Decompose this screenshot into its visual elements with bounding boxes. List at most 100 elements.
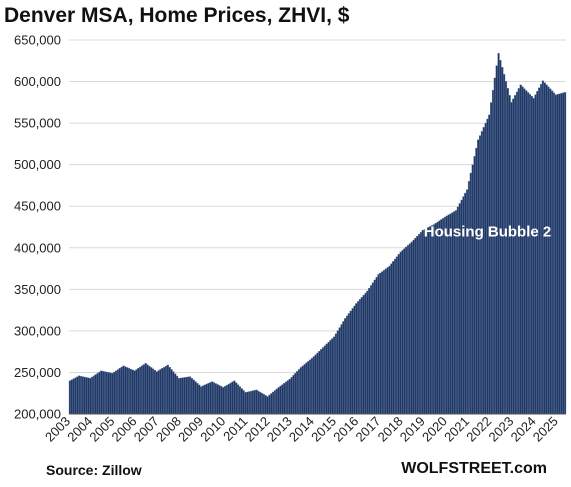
bar: [453, 211, 456, 415]
bar: [307, 361, 310, 415]
bar: [196, 383, 199, 415]
bar: [549, 88, 552, 415]
bar: [185, 376, 188, 415]
y-tick-label: 550,000: [14, 116, 61, 131]
bar: [286, 380, 290, 415]
bar: [175, 375, 179, 415]
bar: [325, 343, 328, 415]
bar: [312, 356, 315, 415]
bar: [275, 388, 278, 415]
bar: [216, 384, 219, 415]
bar: [425, 228, 428, 415]
bar: [523, 88, 526, 415]
bar: [288, 378, 291, 415]
y-tick-label: 500,000: [14, 157, 61, 172]
bar: [482, 127, 485, 415]
bar: [323, 345, 326, 415]
bar: [530, 96, 533, 415]
bar: [501, 67, 504, 415]
bar: [344, 318, 347, 415]
bar: [214, 383, 217, 415]
bar: [390, 263, 393, 415]
bar: [329, 340, 332, 415]
bar: [251, 390, 254, 415]
bar: [436, 221, 439, 415]
bar: [532, 98, 535, 415]
bar: [373, 279, 376, 415]
bar: [517, 88, 520, 415]
bar: [201, 385, 205, 415]
bar: [76, 376, 79, 415]
bar: [541, 80, 545, 415]
y-tick-label: 650,000: [14, 33, 61, 48]
bar: [527, 92, 530, 415]
bar: [419, 232, 423, 415]
bar: [127, 368, 131, 415]
bar: [284, 381, 288, 415]
bar: [399, 251, 402, 415]
bar: [486, 118, 489, 415]
bar: [142, 364, 145, 415]
bar: [427, 227, 430, 415]
bar: [445, 215, 448, 415]
bar: [379, 272, 382, 415]
bar: [115, 370, 118, 415]
bar: [480, 131, 484, 415]
bar: [371, 282, 375, 415]
bar: [493, 77, 496, 415]
bar: [562, 92, 565, 415]
x-tick-label: 2025: [530, 414, 561, 445]
bar: [129, 368, 132, 415]
bar: [153, 370, 157, 415]
bar: [423, 229, 426, 415]
bar: [277, 387, 280, 415]
bar: [266, 396, 269, 415]
bar: [421, 230, 424, 415]
bar: [539, 84, 543, 415]
y-tick-label: 600,000: [14, 74, 61, 89]
bar: [146, 364, 149, 415]
bar: [198, 384, 201, 415]
bar: [253, 390, 256, 415]
bar: [74, 377, 77, 415]
bar: [233, 380, 236, 415]
bar: [551, 90, 554, 415]
bar: [92, 375, 96, 415]
bar: [338, 327, 341, 415]
bar: [248, 391, 251, 415]
bar: [102, 371, 105, 415]
bar: [386, 267, 389, 415]
bar: [405, 246, 408, 415]
bar: [401, 250, 404, 415]
bar: [429, 226, 432, 415]
bar: [545, 84, 548, 415]
bar: [268, 394, 271, 415]
bar: [172, 371, 175, 415]
bar: [471, 164, 474, 415]
bar: [157, 370, 160, 415]
bar: [124, 366, 127, 415]
bar: [410, 241, 413, 415]
y-tick-label: 350,000: [14, 282, 61, 297]
bar: [249, 390, 253, 415]
bar: [133, 370, 136, 415]
bar: [87, 377, 90, 415]
bar: [310, 358, 314, 415]
bar: [430, 225, 434, 415]
bar: [100, 370, 103, 415]
bar: [260, 393, 264, 415]
bar: [364, 292, 367, 415]
bar: [109, 372, 112, 415]
bar: [240, 388, 243, 415]
bar: [120, 366, 123, 415]
bar: [521, 86, 524, 415]
bar: [211, 381, 214, 415]
bar: [262, 394, 266, 415]
bar: [257, 390, 260, 415]
bar: [303, 364, 306, 415]
bar: [395, 256, 399, 415]
bar: [508, 95, 511, 415]
bar: [454, 210, 458, 415]
bar: [416, 235, 419, 415]
bar: [68, 380, 72, 415]
